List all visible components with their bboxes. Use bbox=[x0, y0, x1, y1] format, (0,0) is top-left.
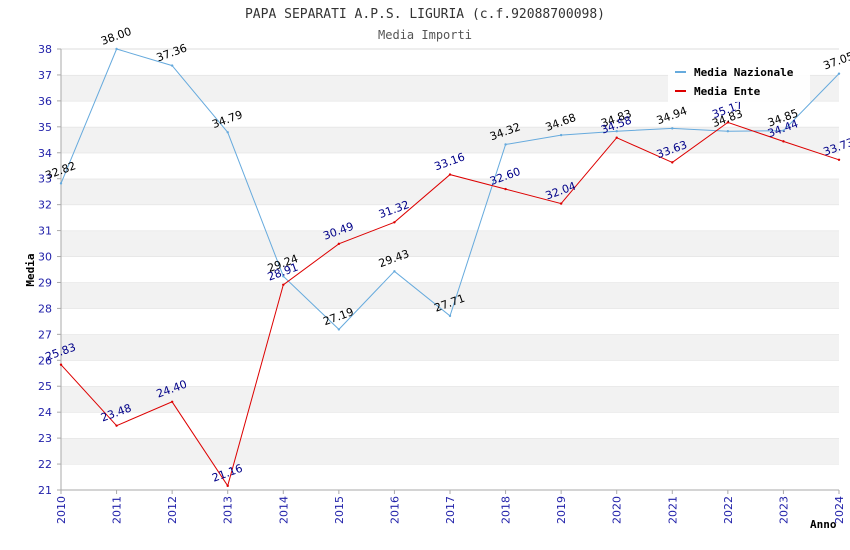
y-tick-label: 21 bbox=[38, 484, 52, 497]
data-point bbox=[337, 242, 341, 246]
data-point bbox=[448, 314, 452, 318]
x-tick-label: 2013 bbox=[222, 496, 235, 524]
chart-title: PAPA SEPARATI A.P.S. LIGURIA (c.f.920887… bbox=[245, 7, 605, 22]
y-tick-label: 38 bbox=[38, 43, 52, 56]
y-tick-label: 35 bbox=[38, 121, 52, 134]
y-tick-label: 34 bbox=[38, 147, 52, 160]
y-tick-label: 30 bbox=[38, 251, 52, 264]
y-tick-label: 32 bbox=[38, 199, 52, 212]
y-tick-label: 29 bbox=[38, 276, 52, 289]
y-tick-label: 31 bbox=[38, 225, 52, 238]
data-point bbox=[282, 283, 285, 287]
x-tick-label: 2015 bbox=[333, 496, 346, 524]
data-point bbox=[337, 328, 341, 331]
grid-band bbox=[61, 334, 839, 361]
data-label: 38.00 bbox=[99, 25, 133, 48]
data-point bbox=[115, 424, 118, 427]
grid-band bbox=[61, 308, 839, 335]
data-point bbox=[393, 270, 396, 273]
data-point bbox=[726, 130, 730, 133]
x-axis-label: Anno bbox=[810, 518, 837, 531]
data-point bbox=[837, 158, 841, 161]
grid-band bbox=[61, 412, 839, 439]
x-tick-label: 2024 bbox=[833, 496, 846, 524]
series-lines bbox=[59, 47, 841, 488]
grid-band bbox=[61, 204, 839, 231]
grid-band bbox=[61, 464, 839, 490]
data-point bbox=[837, 72, 841, 75]
y-tick-label: 22 bbox=[38, 458, 52, 471]
data-point bbox=[115, 47, 118, 51]
data-point bbox=[504, 187, 507, 191]
legend-box bbox=[668, 60, 810, 102]
y-tick-label: 24 bbox=[38, 406, 52, 419]
y-tick-label: 37 bbox=[38, 69, 52, 82]
grid-band bbox=[61, 256, 839, 283]
data-point bbox=[615, 130, 618, 133]
x-tick-label: 2023 bbox=[777, 496, 790, 524]
grid-band bbox=[61, 282, 839, 309]
x-tick-label: 2011 bbox=[111, 496, 124, 524]
x-tick-label: 2018 bbox=[500, 496, 513, 524]
data-point bbox=[282, 275, 285, 278]
data-point bbox=[59, 363, 63, 366]
grid-band bbox=[61, 126, 839, 153]
grid-bands bbox=[61, 48, 839, 490]
y-axis-ticks: 21 22 23 24 25 26 27 28 29 30 31 32 33 34 35 36 37 38 bbox=[38, 43, 61, 497]
grid-band bbox=[61, 100, 839, 127]
chart-subtitle: Media Importi bbox=[378, 28, 472, 42]
x-tick-label: 2012 bbox=[166, 496, 179, 524]
data-point bbox=[170, 400, 174, 403]
x-tick-label: 2010 bbox=[55, 496, 68, 524]
x-tick-label: 2020 bbox=[611, 496, 624, 524]
data-point bbox=[559, 202, 563, 205]
x-tick-label: 2022 bbox=[722, 496, 735, 524]
y-tick-label: 33 bbox=[38, 173, 52, 186]
y-tick-label: 27 bbox=[38, 328, 52, 341]
data-point bbox=[782, 140, 785, 143]
grid-band bbox=[61, 230, 839, 257]
data-point bbox=[504, 143, 507, 146]
legend: Media Nazionale Media Ente bbox=[668, 60, 810, 102]
y-tick-label: 36 bbox=[38, 95, 52, 108]
grid-band bbox=[61, 386, 839, 413]
x-tick-label: 2019 bbox=[555, 496, 568, 524]
data-point bbox=[226, 484, 229, 488]
grid-band bbox=[61, 438, 839, 465]
x-axis-ticks: 2010 2011 2012 2013 2014 2015 2016 2017 2018 2019… bbox=[55, 490, 846, 524]
x-tick-label: 2017 bbox=[444, 496, 457, 524]
y-tick-label: 26 bbox=[38, 354, 52, 367]
data-point bbox=[615, 136, 618, 139]
y-tick-label: 23 bbox=[38, 432, 52, 445]
data-point bbox=[170, 64, 174, 67]
legend-entry: Media Ente bbox=[694, 85, 761, 98]
y-axis-label: Media bbox=[24, 253, 37, 286]
data-point bbox=[559, 133, 563, 137]
data-point bbox=[671, 161, 674, 164]
x-tick-label: 2016 bbox=[388, 496, 401, 524]
y-tick-label: 28 bbox=[38, 302, 52, 315]
y-tick-label: 25 bbox=[38, 380, 52, 393]
data-point bbox=[782, 129, 785, 132]
data-point bbox=[59, 182, 63, 185]
grid-band bbox=[61, 360, 839, 387]
data-point bbox=[448, 173, 452, 176]
x-tick-label: 2014 bbox=[277, 496, 290, 524]
legend-entry: Media Nazionale bbox=[694, 66, 794, 79]
data-point bbox=[726, 121, 730, 124]
data-point bbox=[393, 221, 396, 224]
data-point bbox=[226, 131, 229, 134]
grid-band bbox=[61, 178, 839, 205]
data-point bbox=[671, 127, 674, 130]
x-tick-label: 2021 bbox=[666, 496, 679, 524]
